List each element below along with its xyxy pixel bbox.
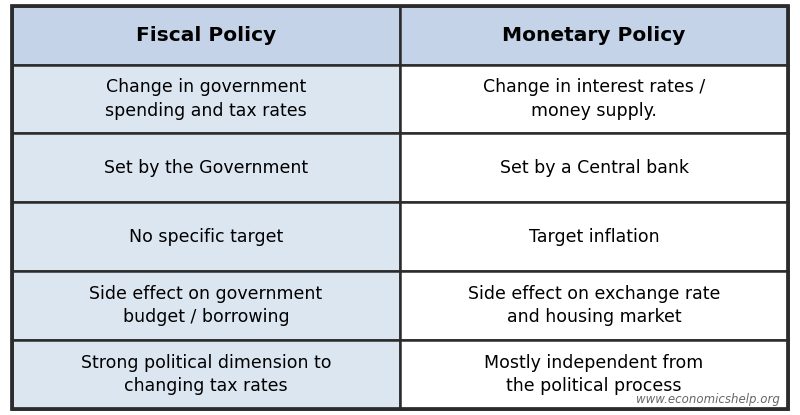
FancyBboxPatch shape	[12, 340, 400, 409]
FancyBboxPatch shape	[12, 6, 400, 65]
Text: No specific target: No specific target	[129, 228, 283, 246]
Text: Change in interest rates /
money supply.: Change in interest rates / money supply.	[483, 78, 705, 120]
FancyBboxPatch shape	[12, 271, 400, 340]
Text: Side effect on government
budget / borrowing: Side effect on government budget / borro…	[90, 285, 322, 326]
Text: Target inflation: Target inflation	[529, 228, 659, 246]
FancyBboxPatch shape	[400, 6, 788, 65]
FancyBboxPatch shape	[400, 340, 788, 409]
FancyBboxPatch shape	[12, 65, 400, 134]
FancyBboxPatch shape	[400, 202, 788, 271]
FancyBboxPatch shape	[400, 134, 788, 202]
Text: Set by a Central bank: Set by a Central bank	[499, 159, 689, 177]
FancyBboxPatch shape	[400, 271, 788, 340]
Text: Mostly independent from
the political process: Mostly independent from the political pr…	[484, 354, 704, 395]
Text: Monetary Policy: Monetary Policy	[502, 26, 686, 45]
FancyBboxPatch shape	[12, 202, 400, 271]
FancyBboxPatch shape	[400, 65, 788, 134]
Text: www.economicshelp.org: www.economicshelp.org	[636, 393, 780, 406]
Text: Set by the Government: Set by the Government	[104, 159, 308, 177]
FancyBboxPatch shape	[12, 134, 400, 202]
Text: Strong political dimension to
changing tax rates: Strong political dimension to changing t…	[81, 354, 331, 395]
Text: Fiscal Policy: Fiscal Policy	[136, 26, 276, 45]
Text: Change in government
spending and tax rates: Change in government spending and tax ra…	[105, 78, 307, 120]
Text: Side effect on exchange rate
and housing market: Side effect on exchange rate and housing…	[468, 285, 720, 326]
